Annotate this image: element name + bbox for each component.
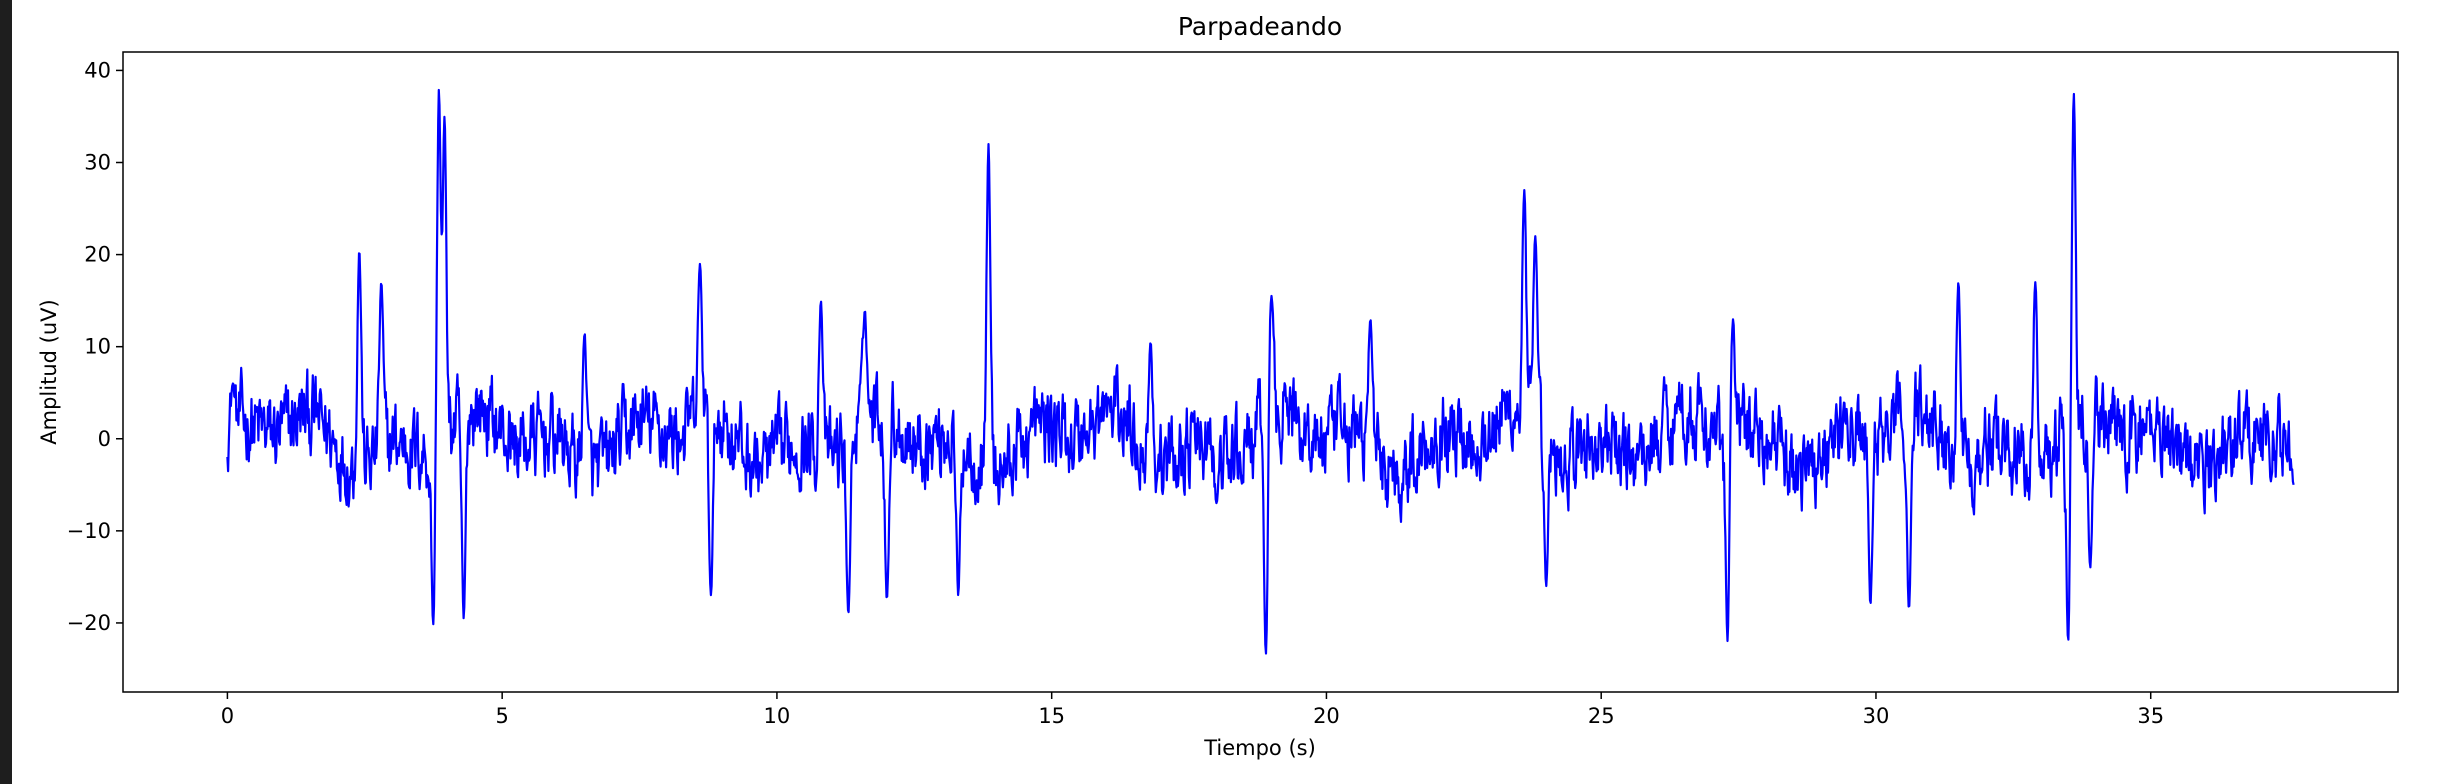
x-tick-label: 5 <box>495 704 508 728</box>
y-axis-label: Amplitud (uV) <box>37 299 61 444</box>
x-tick-label: 35 <box>2137 704 2164 728</box>
x-tick-label: 0 <box>221 704 234 728</box>
x-tick-label: 30 <box>1863 704 1890 728</box>
x-tick-label: 20 <box>1313 704 1340 728</box>
x-tick-label: 10 <box>764 704 791 728</box>
line-chart: Parpadeando 0 5 10 15 20 25 30 35 −20 −10 0 10 20 30… <box>37 12 2399 760</box>
y-tick-label: −20 <box>67 611 111 635</box>
y-tick-label: 0 <box>98 427 111 451</box>
series-layer <box>226 88 2295 655</box>
x-axis: 0 5 10 15 20 25 30 35 <box>221 692 2164 728</box>
y-tick-label: −10 <box>67 519 111 543</box>
figure: Parpadeando 0 5 10 15 20 25 30 35 −20 −10 0 10 20 30… <box>12 0 2444 784</box>
y-axis: −20 −10 0 10 20 30 40 <box>67 58 123 635</box>
y-tick-label: 40 <box>84 58 111 82</box>
series-line-0 <box>226 88 2295 655</box>
y-tick-label: 30 <box>84 151 111 175</box>
x-axis-label: Tiempo (s) <box>1203 736 1316 760</box>
y-tick-label: 20 <box>84 243 111 267</box>
y-tick-label: 10 <box>84 335 111 359</box>
chart-title: Parpadeando <box>1178 12 1342 41</box>
x-tick-label: 25 <box>1588 704 1615 728</box>
x-tick-label: 15 <box>1038 704 1065 728</box>
plot-frame <box>122 51 2399 693</box>
